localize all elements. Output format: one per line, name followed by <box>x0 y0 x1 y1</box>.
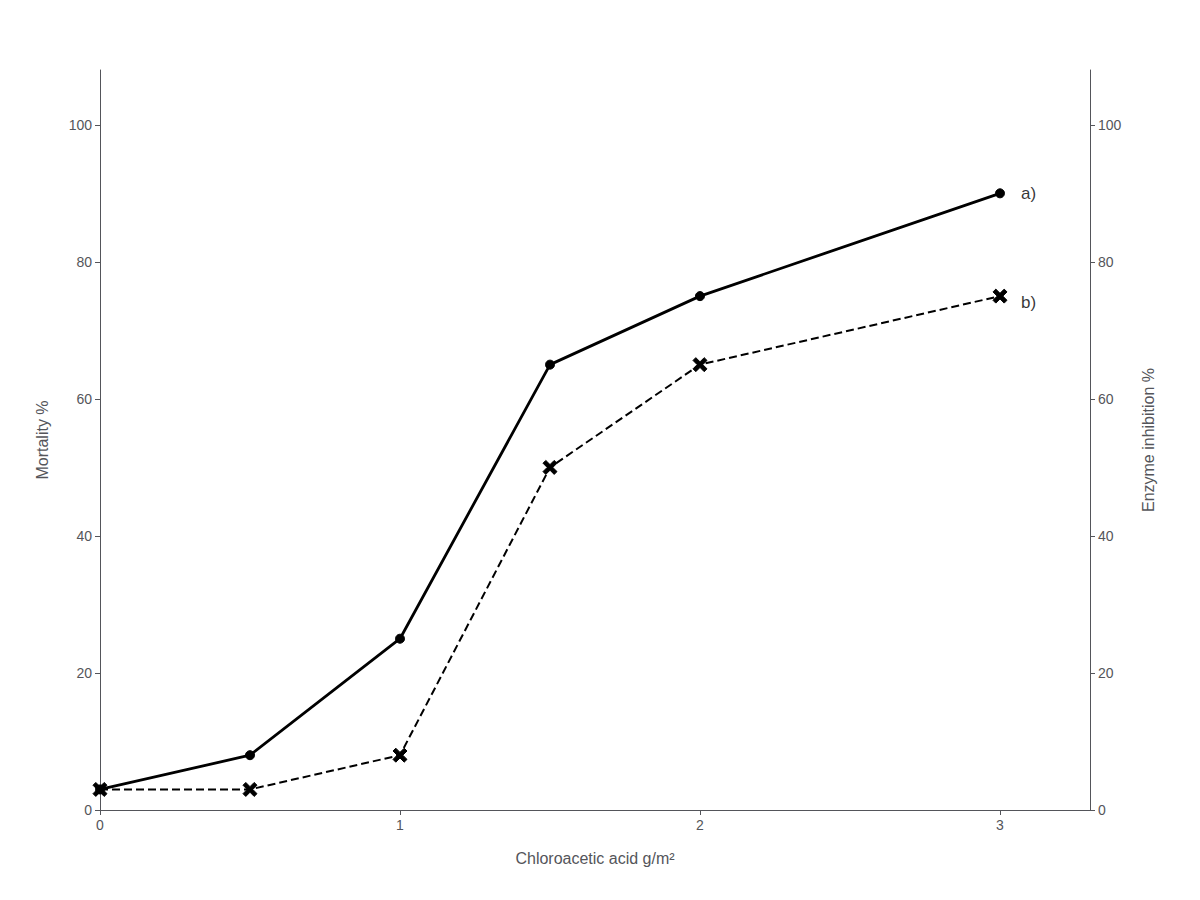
svg-text:b): b) <box>1021 293 1036 312</box>
svg-text:80: 80 <box>76 254 92 270</box>
svg-text:20: 20 <box>76 665 92 681</box>
svg-text:100: 100 <box>69 117 93 133</box>
svg-text:3: 3 <box>996 817 1004 833</box>
svg-text:20: 20 <box>1098 665 1114 681</box>
svg-text:80: 80 <box>1098 254 1114 270</box>
svg-text:Chloroacetic acid g/m²: Chloroacetic acid g/m² <box>515 850 675 867</box>
svg-text:2: 2 <box>696 817 704 833</box>
svg-text:60: 60 <box>76 391 92 407</box>
svg-text:Enzyme inhibition %: Enzyme inhibition % <box>1140 368 1157 512</box>
svg-text:a): a) <box>1021 184 1036 203</box>
svg-text:60: 60 <box>1098 391 1114 407</box>
svg-text:0: 0 <box>1098 802 1106 818</box>
svg-text:100: 100 <box>1098 117 1122 133</box>
svg-text:Mortality %: Mortality % <box>34 400 51 479</box>
svg-text:0: 0 <box>84 802 92 818</box>
svg-text:0: 0 <box>96 817 104 833</box>
svg-text:40: 40 <box>76 528 92 544</box>
svg-text:1: 1 <box>396 817 404 833</box>
svg-text:40: 40 <box>1098 528 1114 544</box>
